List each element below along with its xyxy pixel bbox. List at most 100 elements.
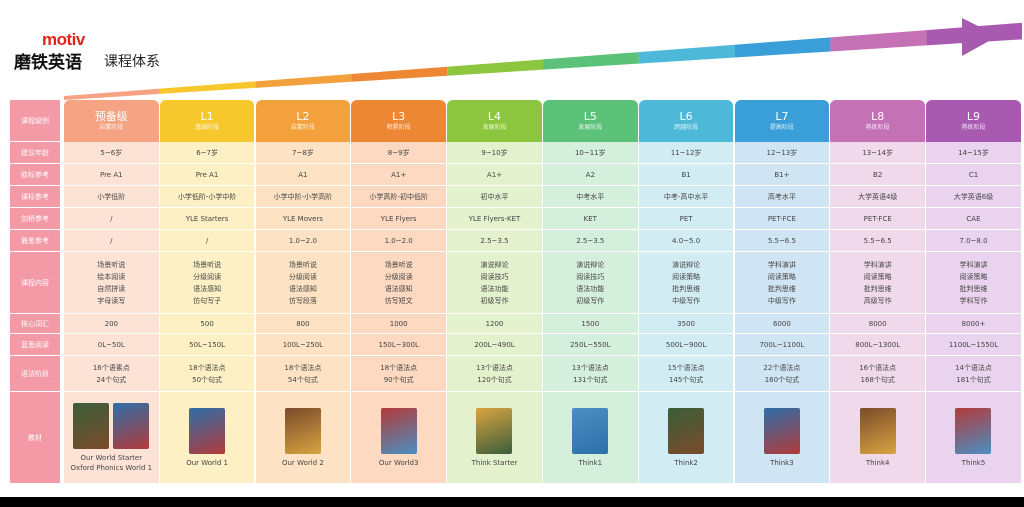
- cell-cambridge: YLE Starters: [159, 208, 255, 230]
- cell-line: 13个语法点: [476, 363, 513, 372]
- cell-ielts: 4.0~5.0: [638, 230, 734, 252]
- cell-content: 场景听说 分级阅读 语法感知 仿写短文: [351, 252, 446, 314]
- textbook-cover-image: [284, 407, 321, 454]
- cell-line: 高级写作: [863, 296, 892, 305]
- page-title: 课程体系: [104, 54, 160, 70]
- cell-line: 22个语法点: [763, 363, 801, 372]
- level-stage: 发展阶段: [482, 124, 507, 131]
- level-header-l1: L1 基础阶段: [159, 100, 255, 142]
- cell-line: 90个句式: [383, 375, 414, 384]
- cell-curriculum: 大学英语4级: [830, 186, 925, 208]
- textbook-cover-image: [380, 407, 417, 454]
- cell-content: 演说辩论 阅读策略 批判思维 中级写作: [638, 252, 734, 314]
- cell-cefr: A1+: [351, 164, 446, 186]
- cell-lexile: 250L~550L: [543, 334, 638, 356]
- cell-lexile: 700L~1100L: [734, 334, 830, 356]
- cell-lexile: 500L~900L: [638, 334, 734, 356]
- cell-curriculum: 大学英语6级: [926, 186, 1021, 208]
- cell-vocab: 1500: [543, 314, 638, 334]
- textbook-cover-image: [73, 402, 110, 449]
- cell-cefr: Pre A1: [64, 164, 159, 186]
- textbook-title: Our World 2: [281, 458, 324, 467]
- cell-cefr: A1+: [447, 164, 542, 186]
- cell-cambridge: PET-FCE: [734, 208, 830, 230]
- cell-curriculum: 小学中阶-小学高阶: [255, 186, 351, 208]
- cell-lexile: 0L~50L: [64, 334, 159, 356]
- cell-book: Think5: [926, 392, 1021, 484]
- cell-line: 中级写作: [672, 296, 701, 305]
- arrow-segment: [543, 52, 639, 70]
- arrow-segment: [830, 30, 927, 52]
- cell-vocab: 500: [159, 314, 255, 334]
- cell-vocab: 1000: [351, 314, 446, 334]
- textbook-title: Think5: [961, 458, 986, 467]
- row-header-grammar: 语法阶段: [10, 356, 60, 392]
- cell-ielts: 2.5~3.5: [543, 230, 638, 252]
- cell-line: 181个句式: [956, 375, 991, 384]
- cell-grammar: 13个语法点 131个句式: [543, 356, 638, 392]
- cell-line: 演说辩论: [480, 260, 509, 269]
- cell-line: 批判思维: [959, 284, 988, 293]
- row-header-lexile: 蓝思阅读: [10, 334, 60, 356]
- level-name: L4: [487, 110, 502, 123]
- level-name: L7: [775, 110, 789, 123]
- cell-cambridge: CAE: [926, 208, 1021, 230]
- cell-line: 18个语法点: [380, 363, 418, 372]
- cell-ielts: 7.0~8.0: [926, 230, 1021, 252]
- cell-line: 语法感知: [384, 284, 413, 293]
- cell-line: 54个句式: [287, 375, 318, 384]
- cell-lexile: 200L~490L: [447, 334, 542, 356]
- cell-content: 演说辩论 阅读技巧 语法功能 初级写作: [447, 252, 542, 314]
- cell-line: 13个语法点: [571, 363, 609, 372]
- cell-line: 阅读技巧: [576, 272, 605, 281]
- cell-book: Think Starter: [447, 392, 542, 484]
- cell-content: 演说辩论 阅读技巧 语法功能 初级写作: [543, 252, 638, 314]
- cell-vocab: 3500: [638, 314, 734, 334]
- cell-cefr: Pre A1: [159, 164, 255, 186]
- cell-ielts: 5.5~6.5: [830, 230, 925, 252]
- arrow-segment: [255, 74, 352, 88]
- cell-line: 阅读策略: [959, 272, 988, 281]
- cell-cambridge: YLE Flyers: [351, 208, 446, 230]
- cell-age: 7~8岁: [255, 142, 351, 164]
- arrow-segment: [351, 66, 448, 82]
- level-header-l9: L9 熟练阶段: [926, 100, 1021, 142]
- cell-age: 6~7岁: [159, 142, 255, 164]
- cell-book: Think4: [830, 392, 925, 484]
- cell-cefr: B2: [830, 164, 925, 186]
- cell-curriculum: 高考水平: [734, 186, 830, 208]
- cell-age: 11~12岁: [638, 142, 734, 164]
- cell-line: 24个句式: [96, 375, 127, 384]
- row-header-curriculum: 课标参考: [10, 186, 60, 208]
- cell-line: 演说辩论: [576, 260, 605, 269]
- row-header-ielts: 雅思参考: [10, 230, 60, 252]
- level-stage: 启蒙阶段: [99, 124, 124, 131]
- textbook-cover-image: [476, 407, 513, 454]
- textbook-title: Oxford Phonics World 1: [70, 463, 153, 472]
- cell-line: 14个语法点: [955, 363, 992, 372]
- cell-book: Our World 1: [159, 392, 255, 484]
- cell-grammar: 16个语素点 24个句式: [64, 356, 159, 392]
- cell-grammar: 15个语法点 145个句式: [638, 356, 734, 392]
- cell-cambridge: YLE Movers: [255, 208, 351, 230]
- cell-lexile: 800L~1300L: [830, 334, 925, 356]
- cell-line: 学科演讲: [959, 260, 988, 269]
- cell-lexile: 50L~150L: [159, 334, 255, 356]
- level-header-l3: L3 积累阶段: [351, 100, 446, 142]
- textbook-title: Think3: [770, 458, 794, 467]
- cell-line: 学科演讲: [767, 260, 796, 269]
- level-name: L1: [200, 110, 214, 123]
- cell-line: 中级写作: [767, 296, 796, 305]
- cell-line: 131个句式: [573, 375, 608, 384]
- textbook-title: Our World Starter: [80, 453, 143, 462]
- cell-cambridge: PET: [638, 208, 734, 230]
- cell-ielts: 1.0~2.0: [351, 230, 446, 252]
- cell-lexile: 1100L~1550L: [926, 334, 1021, 356]
- cell-cambridge: /: [64, 208, 159, 230]
- motiv-logo: motiv: [42, 30, 85, 49]
- cell-book: Think2: [638, 392, 734, 484]
- textbook-cover-image: [763, 407, 800, 454]
- textbook-title: Think1: [578, 458, 603, 467]
- cell-line: 初级写作: [576, 296, 605, 305]
- row-header-content: 课程内容: [10, 252, 60, 314]
